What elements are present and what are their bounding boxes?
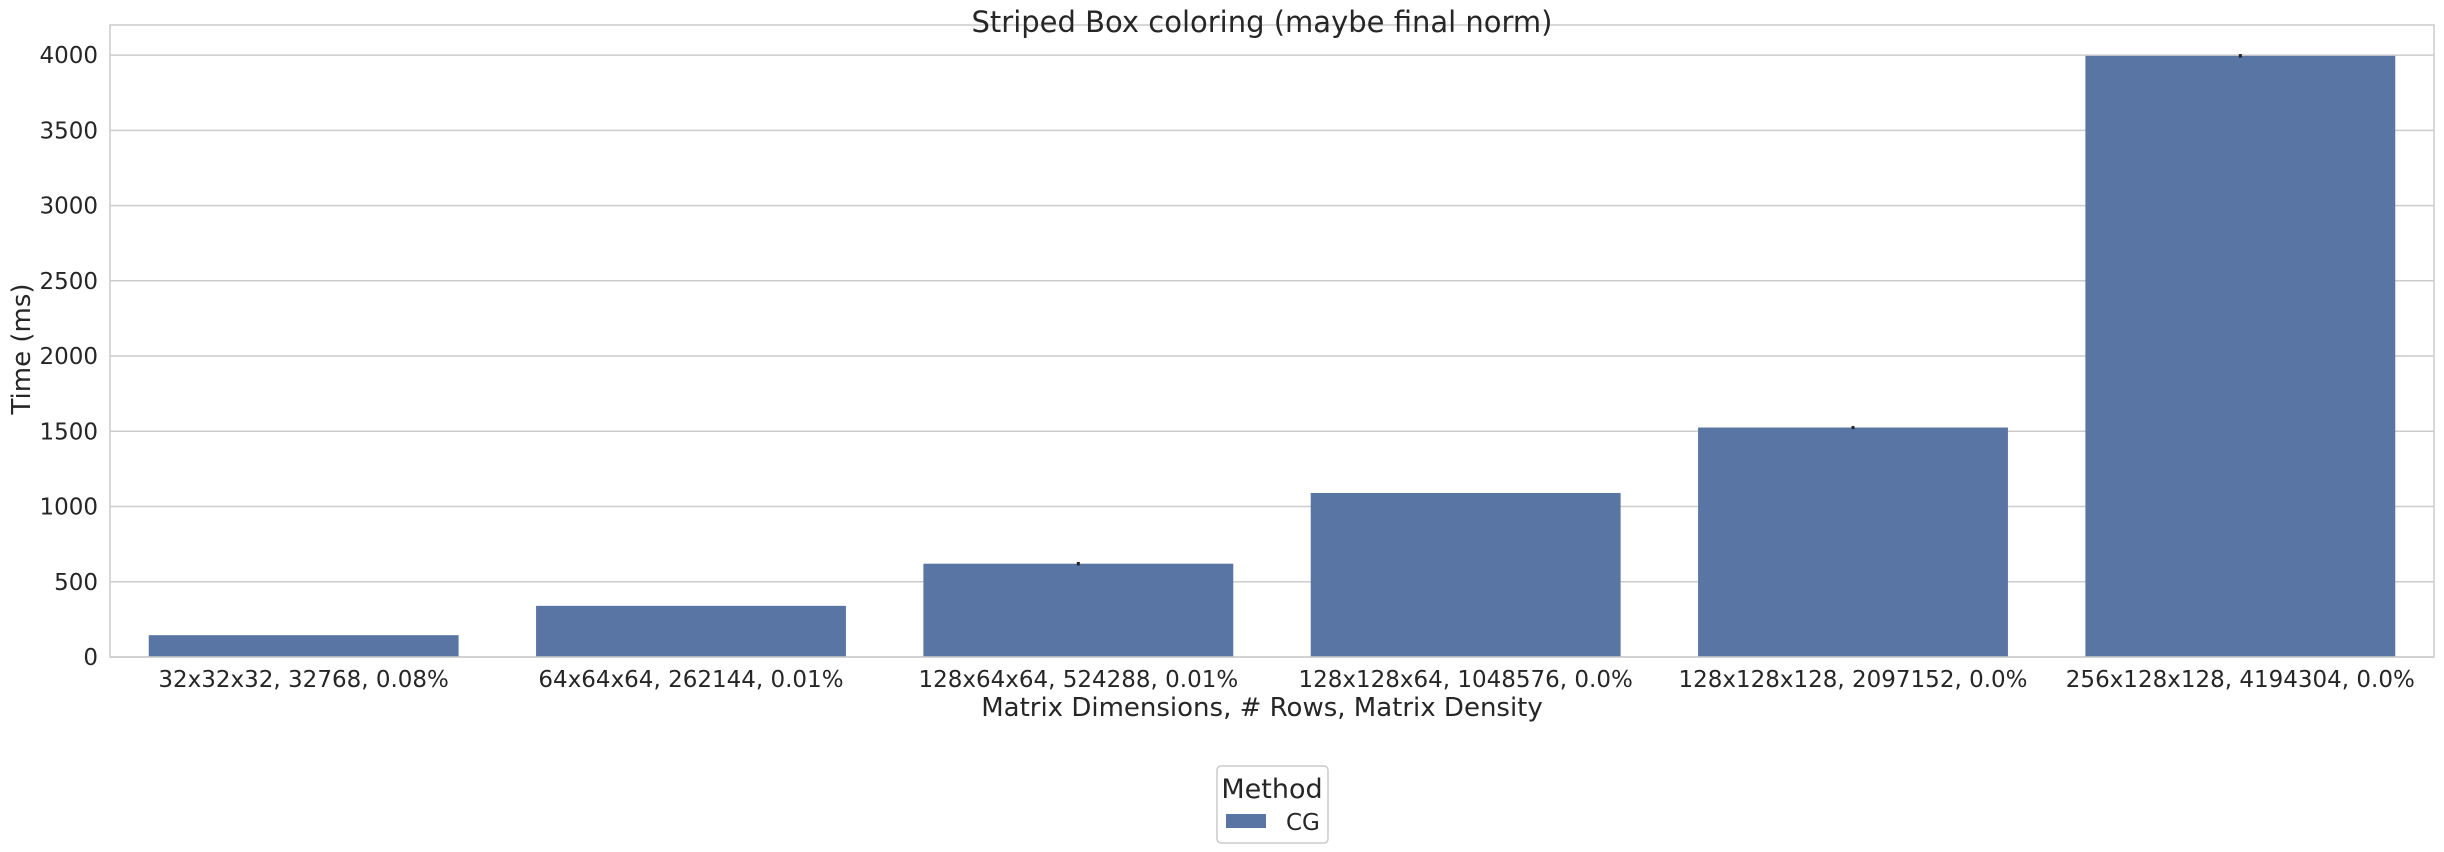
x-tick-label: 128x128x64, 1048576, 0.0% [1298, 667, 1632, 693]
y-tick-label: 2500 [39, 269, 98, 295]
error-bars [1076, 54, 2242, 566]
bar-4 [1698, 427, 2008, 657]
x-tick-label: 128x128x128, 2097152, 0.0% [1678, 667, 2027, 693]
y-axis-label: Time (ms) [7, 283, 37, 415]
x-tick-label: 64x64x64, 262144, 0.01% [538, 667, 843, 693]
bar-5 [2085, 55, 2396, 658]
x-tick-label: 256x128x128, 4194304, 0.0% [2066, 667, 2415, 693]
y-tick-label: 3000 [39, 194, 98, 220]
y-tick-label: 2000 [39, 344, 98, 370]
y-tick-label: 0 [83, 645, 98, 671]
x-tick-label: 128x64x64, 524288, 0.01% [918, 667, 1238, 693]
legend-label-cg: CG [1286, 810, 1320, 836]
y-tick-labels: 0 500 1000 1500 2000 2500 3000 3500 4000 [39, 43, 98, 671]
y-tick-label: 1000 [39, 495, 98, 521]
bar-2 [923, 563, 1234, 657]
legend: Method CG [1216, 765, 1329, 844]
x-axis-label: Matrix Dimensions, # Rows, Matrix Densit… [981, 693, 1543, 723]
x-tick-label: 32x32x32, 32768, 0.08% [158, 667, 449, 693]
x-tick-labels: 32x32x32, 32768, 0.08% 64x64x64, 262144, … [158, 667, 2414, 693]
bar-0 [148, 635, 459, 657]
bars [148, 55, 2396, 658]
bar-1 [536, 605, 846, 657]
bar-3 [1310, 492, 1621, 657]
legend-title: Method [1221, 774, 1322, 805]
y-tick-label: 3500 [39, 118, 98, 144]
y-tick-label: 4000 [39, 43, 98, 69]
gridlines [110, 54, 2434, 658]
y-tick-label: 1500 [39, 419, 98, 445]
plot-frame [109, 24, 2435, 658]
y-tick-label: 500 [54, 570, 98, 596]
legend-swatch-cg [1226, 814, 1266, 828]
chart-title: Striped Box coloring (maybe final norm) [972, 5, 1553, 39]
